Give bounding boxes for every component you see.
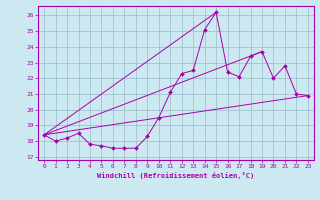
X-axis label: Windchill (Refroidissement éolien,°C): Windchill (Refroidissement éolien,°C) <box>97 172 255 179</box>
